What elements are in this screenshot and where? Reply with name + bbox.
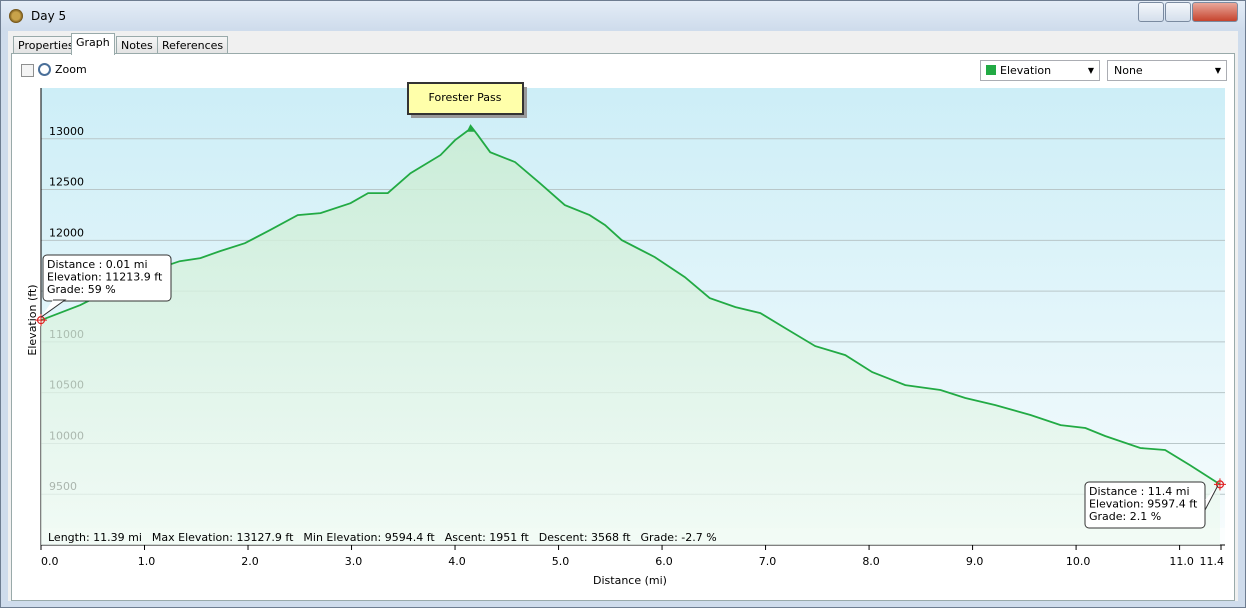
x-tick-label: 5.0 <box>552 555 570 568</box>
maximize-button[interactable] <box>1165 2 1191 22</box>
x-tick-label: 3.0 <box>345 555 363 568</box>
window-title: Day 5 <box>31 9 67 23</box>
close-button[interactable] <box>1192 2 1238 22</box>
x-tick-label: 2.0 <box>241 555 259 568</box>
dropdown-arrow: ▼ <box>1214 66 1221 75</box>
x-tick-label: 7.0 <box>759 555 777 568</box>
series-swatch <box>986 65 996 75</box>
minimize-button[interactable] <box>1138 2 1164 22</box>
tab[interactable]: Graph <box>71 33 115 55</box>
stat: Min Elevation: 9594.4 ft <box>303 531 435 544</box>
x-tick-label: 8.0 <box>862 555 880 568</box>
area-fill <box>41 125 1220 546</box>
title-bar: Day 5 <box>1 1 1245 29</box>
x-tick-label: 4.0 <box>448 555 466 568</box>
zoom-checkbox[interactable] <box>21 64 34 77</box>
stat: Max Elevation: 13127.9 ft <box>152 531 294 544</box>
annotation-box <box>407 82 524 115</box>
dropdown-arrow: ▼ <box>1087 66 1094 75</box>
primary-dropdown[interactable]: Elevation ▼ <box>980 60 1100 81</box>
tooltip-line: Distance : 0.01 mi <box>47 258 148 271</box>
tooltip-line: Grade: 2.1 % <box>1089 510 1161 523</box>
y-tick-label: 13000 <box>49 125 84 138</box>
tab[interactable]: References <box>157 36 229 54</box>
stat: Length: 11.39 mi <box>48 531 142 544</box>
dropdown-text: Elevation <box>1000 64 1052 77</box>
stat: Ascent: 1951 ft <box>445 531 530 544</box>
tooltip-line: Grade: 59 % <box>47 283 116 296</box>
stats-line: Length: 11.39 mi Max Elevation: 13127.9 f… <box>48 531 717 544</box>
elevation-line <box>40 124 1221 486</box>
stat: Grade: -2.7 % <box>641 531 717 544</box>
marker-cross <box>1213 478 1226 491</box>
annotation-label: Forester Pass <box>429 91 502 104</box>
y-tick-label: 12500 <box>49 176 84 189</box>
x-tick-label: 6.0 <box>655 555 673 568</box>
x-axis-label: Distance (mi) <box>593 574 667 587</box>
x-tick-label: 1.0 <box>138 555 156 568</box>
zoom-icon <box>38 63 51 76</box>
x-tick-label: 0.0 <box>41 555 59 568</box>
dropdown-text: None <box>1114 64 1143 77</box>
tooltip-pointer <box>1204 485 1219 511</box>
x-tick-label: 10.0 <box>1066 555 1091 568</box>
tab[interactable]: Properties <box>13 36 79 54</box>
y-axis-label: Elevation (ft) <box>26 284 39 355</box>
stat: Descent: 3568 ft <box>539 531 631 544</box>
tooltip-pointer <box>40 299 67 318</box>
app-icon <box>9 9 23 23</box>
marker-cross <box>35 314 47 327</box>
secondary-dropdown[interactable]: None ▼ <box>1107 60 1227 81</box>
tooltip-line: Elevation: 11213.9 ft <box>47 271 163 284</box>
y-tick-label: 12000 <box>49 226 84 239</box>
tooltip-line: Elevation: 9597.4 ft <box>1089 498 1198 511</box>
zoom-label: Zoom <box>55 63 87 76</box>
tooltip-line: Distance : 11.4 mi <box>1089 485 1190 498</box>
x-tick-label: 9.0 <box>966 555 984 568</box>
tooltip-box <box>42 254 172 302</box>
x-tick-label: 11.4 <box>1200 555 1225 568</box>
x-tick-label: 11.0 <box>1169 555 1194 568</box>
annotation-pointer <box>466 125 475 132</box>
